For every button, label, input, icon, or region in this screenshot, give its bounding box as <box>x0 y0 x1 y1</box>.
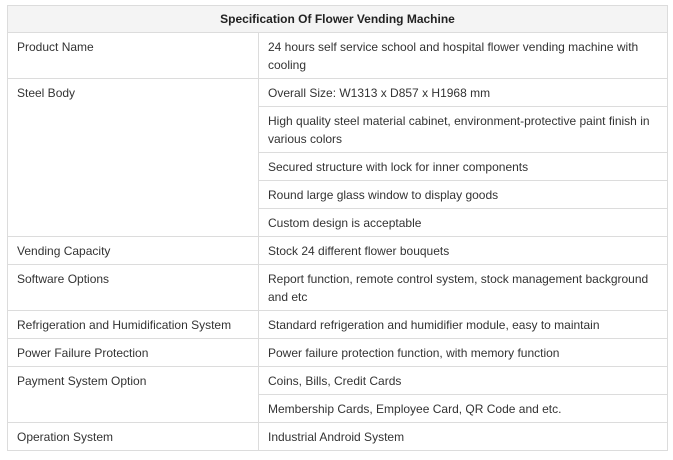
spec-label: Software Options <box>7 264 259 311</box>
table-row: Software Options Report function, remote … <box>7 264 668 311</box>
spec-value: High quality steel material cabinet, env… <box>258 106 668 153</box>
spec-value: Coins, Bills, Credit Cards <box>258 366 668 395</box>
spec-value: 24 hours self service school and hospita… <box>258 32 668 79</box>
table-row: Vending Capacity Stock 24 different flowe… <box>7 236 668 265</box>
spec-value: Overall Size: W1313 x D857 x H1968 mm <box>258 78 668 107</box>
table-row: Power Failure Protection Power failure pr… <box>7 338 668 367</box>
spec-value: Power failure protection function, with … <box>258 338 668 367</box>
table-row: Steel Body Overall Size: W1313 x D857 x H… <box>7 78 668 237</box>
table-row: Product Name 24 hours self service school… <box>7 32 668 79</box>
spec-value: Membership Cards, Employee Card, QR Code… <box>258 394 668 423</box>
table-title: Specification Of Flower Vending Machine <box>7 5 668 33</box>
table-row: Operation System Industrial Android Syste… <box>7 422 668 451</box>
spec-label: Power Failure Protection <box>7 338 259 367</box>
table-row: Round large glass window to display good… <box>8 180 668 209</box>
spec-value: Round large glass window to display good… <box>258 180 668 209</box>
spec-value: Industrial Android System <box>258 422 668 451</box>
spec-label: Vending Capacity <box>7 236 259 265</box>
spec-label: Steel Body <box>7 78 259 237</box>
spec-value: Standard refrigeration and humidifier mo… <box>258 310 668 339</box>
table-row: High quality steel material cabinet, env… <box>8 106 668 153</box>
table-row: Refrigeration and Humidification System S… <box>7 310 668 339</box>
spec-label: Operation System <box>7 422 259 451</box>
table-row: Custom design is acceptable <box>8 208 668 237</box>
spec-value: Report function, remote control system, … <box>258 264 668 311</box>
spec-value: Secured structure with lock for inner co… <box>258 152 668 181</box>
table-row: Secured structure with lock for inner co… <box>8 152 668 181</box>
spec-label: Product Name <box>7 32 259 79</box>
spec-label: Refrigeration and Humidification System <box>7 310 259 339</box>
table-row: Payment System Option Coins, Bills, Credi… <box>7 366 668 423</box>
spec-value: Stock 24 different flower bouquets <box>258 236 668 265</box>
spec-value: Custom design is acceptable <box>258 208 668 237</box>
spec-label: Payment System Option <box>7 366 259 423</box>
spec-table: Specification Of Flower Vending Machine … <box>7 5 668 451</box>
